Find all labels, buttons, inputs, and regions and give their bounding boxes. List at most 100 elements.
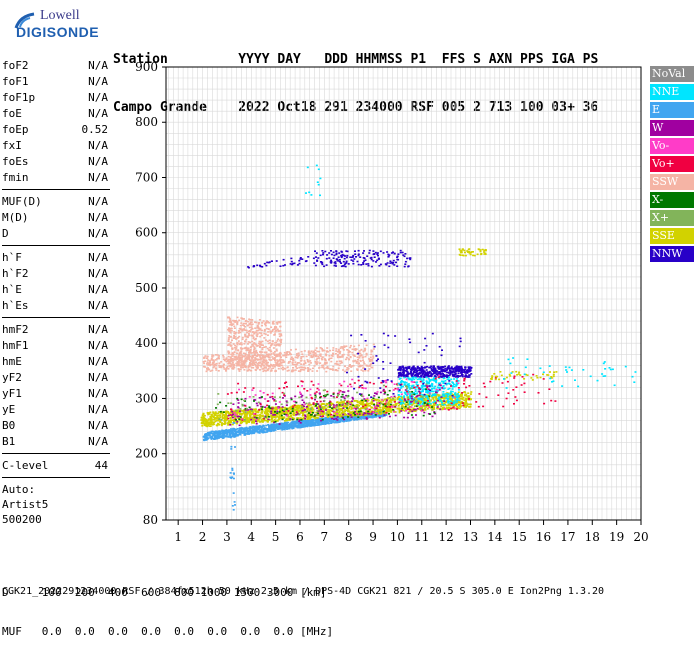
x-tick-label: 9 (369, 530, 377, 544)
point-e (282, 428, 284, 430)
point-sse (467, 392, 469, 394)
point-e (245, 428, 247, 430)
point-e (240, 430, 242, 432)
point-ssw (336, 361, 338, 363)
point-ssw (215, 354, 217, 356)
point-ssw (243, 323, 245, 325)
point-ssw (302, 356, 304, 358)
point-ssw (360, 355, 362, 357)
point-sse (283, 416, 285, 418)
point-e (311, 424, 313, 426)
point-e (249, 427, 251, 429)
point-sse (330, 410, 332, 412)
x-tick-label: 12 (438, 530, 453, 544)
point-ssw (279, 360, 281, 362)
plot-frame (166, 67, 641, 520)
point-ssw (238, 340, 240, 342)
x-tick-label: 7 (321, 530, 329, 544)
point-ssw (250, 331, 252, 333)
point-ssw (219, 366, 221, 368)
point-e (281, 423, 283, 425)
point-e (203, 439, 205, 441)
point-ssw (228, 335, 230, 337)
point-ssw (254, 364, 256, 366)
point-ssw (282, 360, 284, 362)
point-sse (297, 405, 299, 407)
point-sse (336, 402, 338, 404)
point-sse (321, 413, 323, 415)
point-ssw (277, 361, 279, 363)
point-ssw (206, 371, 208, 373)
point-sse (225, 417, 227, 419)
y-tick-label: 900 (135, 60, 158, 74)
point-ssw (268, 328, 270, 330)
point-sse (298, 407, 300, 409)
point-sse (382, 407, 384, 409)
point-ssw (356, 362, 358, 364)
point-e (273, 423, 275, 425)
point-e (320, 424, 322, 426)
point-nnw (444, 366, 446, 368)
point-ssw (346, 369, 348, 371)
point-ssw (360, 349, 362, 351)
point-ssw (350, 370, 352, 372)
point-ssw (296, 355, 298, 357)
point-ssw (265, 339, 267, 341)
point-sse (394, 399, 396, 401)
point-ssw (231, 358, 233, 360)
point-ssw (277, 364, 279, 366)
point-e (305, 424, 307, 426)
point-sse (354, 400, 356, 402)
point-ssw (354, 349, 356, 351)
point-ssw (213, 367, 215, 369)
point-ssw (264, 363, 266, 365)
point-sse (348, 415, 350, 417)
point-ssw (215, 365, 217, 367)
x-tick-label: 6 (296, 530, 304, 544)
point-ssw (360, 366, 362, 368)
point-ssw (267, 348, 269, 350)
point-ssw (358, 362, 360, 364)
point-ssw (231, 323, 233, 325)
point-ssw (300, 369, 302, 371)
point-ssw (321, 359, 323, 361)
point-ssw (359, 350, 361, 352)
point-sse (380, 409, 382, 411)
point-ssw (263, 355, 265, 357)
point-ssw (248, 335, 250, 337)
point-ssw (240, 325, 242, 327)
point-ssw (301, 356, 303, 358)
point-ssw (279, 336, 281, 338)
point-ssw (256, 335, 258, 337)
point-sse (427, 408, 429, 410)
point-ssw (276, 359, 278, 361)
point-sse (465, 398, 467, 400)
point-sse (440, 406, 442, 408)
point-ssw (280, 341, 282, 343)
point-sse (321, 403, 323, 405)
point-ssw (271, 370, 273, 372)
point-ssw (260, 342, 262, 344)
point-e (223, 433, 225, 435)
point-sse (212, 411, 214, 413)
point-ssw (254, 327, 256, 329)
point-ssw (268, 359, 270, 361)
y-tick-label: 800 (135, 115, 158, 129)
point-ssw (350, 356, 352, 358)
point-ssw (207, 356, 209, 358)
point-ssw (290, 358, 292, 360)
point-e (233, 433, 235, 435)
point-ssw (238, 336, 240, 338)
point-ssw (351, 366, 353, 368)
point-sse (274, 419, 276, 421)
point-ssw (347, 354, 349, 356)
x-tick-label: 11 (414, 530, 429, 544)
point-sse (259, 414, 261, 416)
point-sse (327, 416, 329, 418)
point-ssw (218, 362, 220, 364)
point-ssw (235, 338, 237, 340)
point-ssw (206, 357, 208, 359)
x-tick-label: 4 (247, 530, 255, 544)
point-e (273, 430, 275, 432)
point-nnw (418, 369, 420, 371)
